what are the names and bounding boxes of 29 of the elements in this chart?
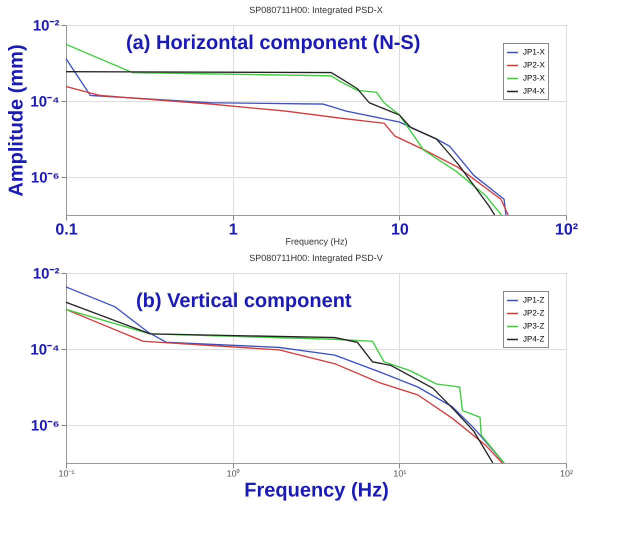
annotation: (b) Vertical component — [136, 290, 352, 312]
legend-label: JP1-X — [523, 48, 546, 56]
chart-title: SP080711H00: Integrated PSD-V — [249, 253, 383, 263]
x-tick-label: 10 — [390, 222, 409, 238]
legend-label: JP3-Z — [523, 322, 544, 330]
legend-label: JP4-Z — [523, 334, 544, 344]
x-tick-label: 1 — [228, 222, 238, 238]
y-tick-label: 10⁻² — [32, 266, 60, 282]
y-tick-label: 10⁻² — [32, 18, 60, 34]
legend-label: JP4-X — [523, 86, 546, 96]
y-axis-title: Amplitude (mm) — [5, 44, 28, 197]
x-tick-label: 10¹ — [393, 468, 406, 478]
x-tick-label: 10⁻¹ — [58, 468, 75, 478]
annotation: (a) Horizontal component (N-S) — [126, 32, 420, 54]
x-tick-label: 0.1 — [55, 222, 78, 238]
legend-label: JP2-X — [523, 60, 546, 70]
chart-title: SP080711H00: Integrated PSD-X — [249, 5, 383, 15]
y-tick-label: 10⁻⁴ — [30, 342, 60, 358]
x-axis-title: Frequency (Hz) — [285, 236, 348, 246]
x-axis-title: Frequency (Hz) — [244, 480, 389, 502]
x-tick-label: 10² — [560, 468, 574, 478]
y-tick-label: 10⁻⁶ — [30, 170, 60, 186]
y-tick-label: 10⁻⁴ — [30, 94, 60, 110]
legend-label: JP3-X — [523, 74, 546, 82]
y-tick-label: 10⁻⁶ — [30, 418, 60, 434]
legend-label: JP2-Z — [523, 308, 544, 318]
legend-label: JP1-Z — [523, 296, 544, 304]
x-tick-label: 10⁰ — [226, 468, 240, 478]
x-tick-label: 10² — [554, 222, 578, 238]
